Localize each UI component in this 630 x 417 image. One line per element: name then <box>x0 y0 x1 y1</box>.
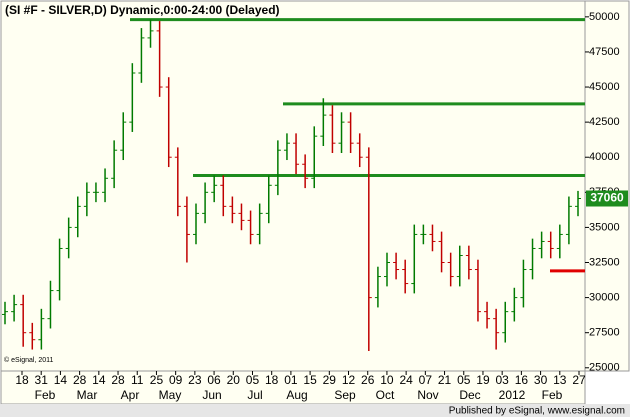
y-tick-label: 30000 <box>589 292 620 304</box>
copyright: © eSignal, 2011 <box>4 356 54 364</box>
x-day-label: 24 <box>399 373 413 387</box>
y-tick-label: 50000 <box>589 11 620 23</box>
x-day-label: 06 <box>207 373 221 387</box>
x-day-label: 20 <box>227 373 241 387</box>
x-day-label: 05 <box>457 373 471 387</box>
last-price-box <box>586 190 628 207</box>
footer-bar <box>0 404 630 417</box>
x-day-label: 09 <box>169 373 183 387</box>
x-day-label: 03 <box>495 373 509 387</box>
x-day-label: 28 <box>111 373 125 387</box>
y-tick-label: 25000 <box>589 362 620 374</box>
x-day-label: 28 <box>73 373 87 387</box>
x-month-label: Apr <box>121 388 140 402</box>
y-tick-label: 32500 <box>589 256 620 268</box>
x-month-label: Dec <box>459 388 480 402</box>
x-day-label: 14 <box>54 373 68 387</box>
x-month-label: Nov <box>417 388 438 402</box>
footer-text: Published by eSignal, www.esignal.com <box>449 406 625 417</box>
x-day-label: 31 <box>35 373 49 387</box>
chart-title: (SI #F - SILVER,D) Dynamic,0:00-24:00 (D… <box>5 3 280 17</box>
x-day-label: 21 <box>438 373 452 387</box>
y-tick-label: 45000 <box>589 81 620 93</box>
y-tick-label: 35000 <box>589 221 620 233</box>
x-day-label: 12 <box>342 373 356 387</box>
y-tick-label: 40000 <box>589 151 620 163</box>
x-day-label: 23 <box>188 373 202 387</box>
x-month-label: Oct <box>376 388 395 402</box>
x-axis-area <box>0 370 586 405</box>
x-month-label: Feb <box>35 388 56 402</box>
x-day-label: 19 <box>476 373 490 387</box>
x-day-label: 15 <box>303 373 317 387</box>
x-day-label: 18 <box>15 373 29 387</box>
x-day-label: 05 <box>246 373 260 387</box>
x-day-label: 16 <box>515 373 529 387</box>
y-tick-label: 42500 <box>589 116 620 128</box>
x-day-label: 01 <box>284 373 298 387</box>
x-day-label: 25 <box>150 373 164 387</box>
x-day-label: 10 <box>380 373 394 387</box>
x-day-label: 14 <box>92 373 106 387</box>
x-day-label: 29 <box>323 373 337 387</box>
x-day-label: 11 <box>131 373 144 387</box>
y-axis-area <box>584 0 630 372</box>
x-day-label: 27 <box>572 373 586 387</box>
x-month-label: Jul <box>247 388 262 402</box>
x-month-label: May <box>159 388 182 402</box>
x-month-label: Feb <box>542 388 563 402</box>
x-month-label: Aug <box>286 388 307 402</box>
y-tick-label: 27500 <box>589 327 620 339</box>
last-price-label: 37060 <box>590 191 624 205</box>
x-day-label: 30 <box>534 373 548 387</box>
x-month-label: Sep <box>334 388 356 402</box>
y-tick-label: 47500 <box>589 46 620 58</box>
x-day-label: 07 <box>419 373 433 387</box>
x-month-label: Jun <box>202 388 221 402</box>
x-day-label: 13 <box>553 373 567 387</box>
x-month-label: Mar <box>77 388 98 402</box>
x-day-label: 18 <box>265 373 279 387</box>
x-day-label: 26 <box>361 373 375 387</box>
x-month-label: 2012 <box>499 388 526 402</box>
plot-area <box>0 0 586 372</box>
